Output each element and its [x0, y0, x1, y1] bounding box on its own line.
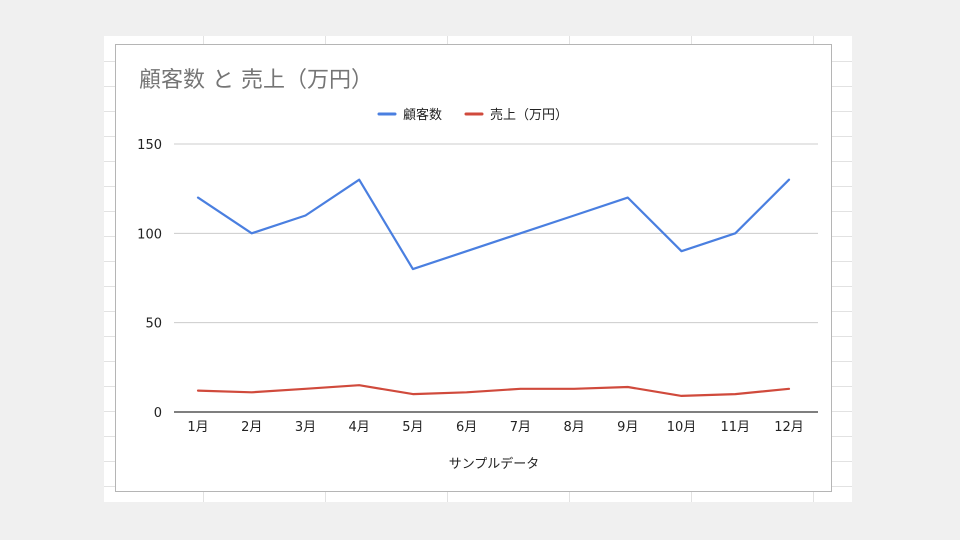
x-axis-tick-labels: 1月 2月 3月 4月 5月 6月 7月 8月 9月 10月 11月 12月 [187, 420, 803, 435]
data-point-series-0[interactable] [729, 227, 741, 239]
data-point-series-0[interactable] [514, 227, 526, 239]
data-point-series-0[interactable] [407, 263, 419, 275]
data-point-series-1[interactable] [299, 383, 311, 395]
series-lines [192, 174, 795, 402]
y-tick-label: 0 [154, 406, 162, 421]
data-point-series-0[interactable] [246, 227, 258, 239]
x-axis-title[interactable]: サンプルデータ [449, 456, 540, 472]
x-tick-label: 1月 [187, 420, 208, 435]
x-tick-label: 9月 [617, 420, 638, 435]
data-point-series-0[interactable] [676, 245, 688, 257]
y-tick-label: 50 [145, 317, 162, 332]
x-tick-label: 3月 [295, 420, 316, 435]
data-point-series-1[interactable] [676, 390, 688, 402]
legend-label-series-1[interactable]: 売上（万円） [490, 107, 568, 123]
x-tick-label: 6月 [456, 420, 477, 435]
x-tick-label: 5月 [402, 420, 423, 435]
data-point-series-1[interactable] [192, 385, 204, 397]
data-point-series-1[interactable] [246, 386, 258, 398]
data-point-series-0[interactable] [783, 174, 795, 186]
gridlines [174, 143, 818, 413]
x-tick-label: 2月 [241, 420, 262, 435]
data-point-series-1[interactable] [514, 383, 526, 395]
data-point-series-1[interactable] [783, 383, 795, 395]
data-point-series-0[interactable] [461, 245, 473, 257]
data-point-series-0[interactable] [299, 209, 311, 221]
line-chart: 顧客数 と 売上（万円） 顧客数 売上（万円） 0 50 100 150 1月 2月 3月… [137, 68, 818, 472]
data-point-series-1[interactable] [622, 381, 634, 393]
data-point-series-1[interactable] [568, 383, 580, 395]
x-tick-label: 7月 [510, 420, 531, 435]
y-axis-tick-labels: 0 50 100 150 [137, 138, 162, 421]
data-point-series-0[interactable] [353, 174, 365, 186]
legend-label-series-0[interactable]: 顧客数 [403, 107, 442, 123]
x-tick-label: 12月 [774, 420, 804, 435]
data-point-series-1[interactable] [353, 379, 365, 391]
x-tick-label: 10月 [667, 420, 697, 435]
x-tick-label: 11月 [720, 420, 750, 435]
y-tick-label: 100 [137, 227, 162, 242]
y-tick-label: 150 [137, 138, 162, 153]
series-line-0[interactable] [196, 178, 791, 271]
chart-title[interactable]: 顧客数 と 売上（万円） [139, 68, 373, 93]
x-tick-label: 4月 [349, 420, 370, 435]
data-point-series-1[interactable] [407, 388, 419, 400]
x-tick-label: 8月 [563, 420, 584, 435]
data-point-series-1[interactable] [729, 388, 741, 400]
data-point-series-1[interactable] [461, 386, 473, 398]
data-point-series-0[interactable] [568, 209, 580, 221]
legend: 顧客数 売上（万円） [377, 107, 568, 123]
data-point-series-0[interactable] [622, 192, 634, 204]
series-line-1[interactable] [196, 384, 791, 397]
data-point-series-0[interactable] [192, 192, 204, 204]
embedded-chart[interactable]: 顧客数 と 売上（万円） 顧客数 売上（万円） 0 50 100 150 1月 2月 3月… [115, 44, 832, 492]
